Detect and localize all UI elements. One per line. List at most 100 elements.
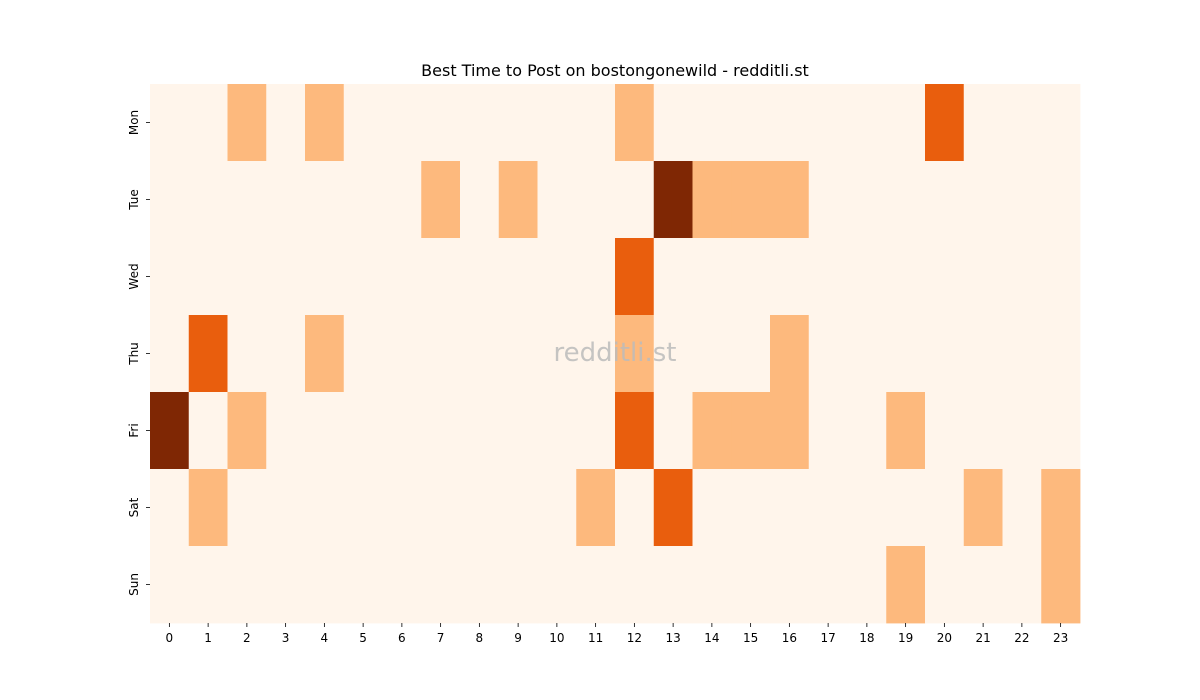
heatmap-cell-sat-2 [227, 469, 267, 547]
x-tick-label: 17 [820, 631, 835, 645]
heatmap-cell-tue-17 [808, 161, 848, 239]
x-tick-label: 12 [627, 631, 642, 645]
heatmap-cell-sun-4 [305, 546, 345, 624]
heatmap-cell-sun-17 [808, 546, 848, 624]
x-tick-label: 15 [743, 631, 758, 645]
x-tick-label: 8 [476, 631, 484, 645]
heatmap-cell-tue-20 [925, 161, 965, 239]
heatmap-cell-fri-6 [382, 392, 422, 470]
heatmap-cell-fri-22 [1002, 392, 1042, 470]
heatmap-cell-fri-4 [305, 392, 345, 470]
heatmap-cell-sat-1 [188, 469, 228, 547]
heatmap-cell-fri-3 [266, 392, 306, 470]
chart-title: Best Time to Post on bostongonewild - re… [421, 61, 809, 80]
heatmap-cell-tue-4 [305, 161, 345, 239]
y-tick-label: Thu [127, 342, 141, 366]
heatmap-cell-thu-15 [731, 315, 771, 393]
heatmap-cell-thu-10 [537, 315, 577, 393]
heatmap-cell-sat-3 [266, 469, 306, 547]
y-tick-label: Fri [127, 423, 141, 437]
x-tick-label: 3 [282, 631, 290, 645]
heatmap-cell-thu-3 [266, 315, 306, 393]
heatmap-cell-tue-9 [498, 161, 538, 239]
heatmap-cell-sat-23 [1041, 469, 1081, 547]
y-tick-label: Tue [127, 189, 141, 211]
heatmap-cell-mon-19 [886, 84, 926, 162]
heatmap-cell-tue-11 [576, 161, 616, 239]
heatmap-cell-sat-10 [537, 469, 577, 547]
heatmap-cell-wed-2 [227, 238, 267, 316]
heatmap-cell-sun-19 [886, 546, 926, 624]
y-axis: Mon Tue Wed Thu Fri Sat Sun [127, 110, 150, 596]
heatmap-cell-sun-7 [421, 546, 461, 624]
heatmap-cell-thu-16 [770, 315, 810, 393]
heatmap-cell-fri-17 [808, 392, 848, 470]
heatmap-cell-sat-9 [498, 469, 538, 547]
heatmap-cell-wed-0 [150, 238, 190, 316]
heatmap-cell-sun-1 [188, 546, 228, 624]
heatmap-cell-sun-6 [382, 546, 422, 624]
heatmap-cell-mon-21 [963, 84, 1003, 162]
heatmap-cell-thu-13 [653, 315, 693, 393]
heatmap-cell-mon-17 [808, 84, 848, 162]
heatmap-cell-sun-5 [343, 546, 383, 624]
heatmap-cell-sat-13 [653, 469, 693, 547]
heatmap-cell-mon-8 [460, 84, 500, 162]
heatmap-cell-sun-18 [847, 546, 887, 624]
heatmap-cell-tue-23 [1041, 161, 1081, 239]
heatmap-cell-tue-18 [847, 161, 887, 239]
watermark: redditli.st [554, 338, 677, 368]
x-tick-label: 19 [898, 631, 913, 645]
heatmap-cell-thu-23 [1041, 315, 1081, 393]
y-tick-label: Mon [127, 110, 141, 135]
heatmap-cell-sun-3 [266, 546, 306, 624]
heatmap-cell-fri-8 [460, 392, 500, 470]
heatmap-cell-fri-9 [498, 392, 538, 470]
heatmap-cell-wed-11 [576, 238, 616, 316]
heatmap-cell-fri-2 [227, 392, 267, 470]
heatmap-cell-sun-14 [692, 546, 732, 624]
heatmap-cell-tue-14 [692, 161, 732, 239]
heatmap-cell-thu-8 [460, 315, 500, 393]
heatmap-cell-wed-17 [808, 238, 848, 316]
heatmap-cell-sun-16 [770, 546, 810, 624]
heatmap-cell-thu-9 [498, 315, 538, 393]
heatmap-cell-sat-0 [150, 469, 190, 547]
x-tick-label: 6 [398, 631, 406, 645]
heatmap-cell-sun-8 [460, 546, 500, 624]
heatmap-cell-thu-21 [963, 315, 1003, 393]
heatmap-cell-tue-1 [188, 161, 228, 239]
heatmap-cell-thu-14 [692, 315, 732, 393]
heatmap-cell-tue-10 [537, 161, 577, 239]
heatmap-cell-sat-12 [615, 469, 655, 547]
heatmap-cell-mon-18 [847, 84, 887, 162]
x-axis: 0 1 2 3 4 5 6 7 8 9 10 11 12 13 14 15 16 17 18 19 20 21 22 23 [166, 623, 1068, 645]
heatmap-cell-fri-10 [537, 392, 577, 470]
heatmap-cell-tue-7 [421, 161, 461, 239]
heatmap-cell-wed-22 [1002, 238, 1042, 316]
x-tick-label: 11 [588, 631, 603, 645]
heatmap-cell-mon-12 [615, 84, 655, 162]
heatmap-cell-tue-8 [460, 161, 500, 239]
heatmap-cell-thu-11 [576, 315, 616, 393]
heatmap-cell-sat-5 [343, 469, 383, 547]
heatmap-cell-tue-22 [1002, 161, 1042, 239]
heatmap-cell-wed-16 [770, 238, 810, 316]
heatmap-cell-tue-21 [963, 161, 1003, 239]
heatmap-cell-sat-11 [576, 469, 616, 547]
heatmap-cell-mon-3 [266, 84, 306, 162]
heatmap-cell-thu-2 [227, 315, 267, 393]
heatmap-cell-sat-22 [1002, 469, 1042, 547]
heatmap-cell-sun-21 [963, 546, 1003, 624]
heatmap-cell-sat-7 [421, 469, 461, 547]
heatmap-cell-mon-13 [653, 84, 693, 162]
x-tick-label: 22 [1014, 631, 1029, 645]
heatmap-cell-tue-13 [653, 161, 693, 239]
heatmap-cell-wed-8 [460, 238, 500, 316]
heatmap-cell-sun-15 [731, 546, 771, 624]
heatmap-cell-tue-2 [227, 161, 267, 239]
heatmap-cell-sat-20 [925, 469, 965, 547]
heatmap-cell-fri-23 [1041, 392, 1081, 470]
heatmap-cell-fri-19 [886, 392, 926, 470]
y-tick-label: Wed [127, 263, 141, 289]
